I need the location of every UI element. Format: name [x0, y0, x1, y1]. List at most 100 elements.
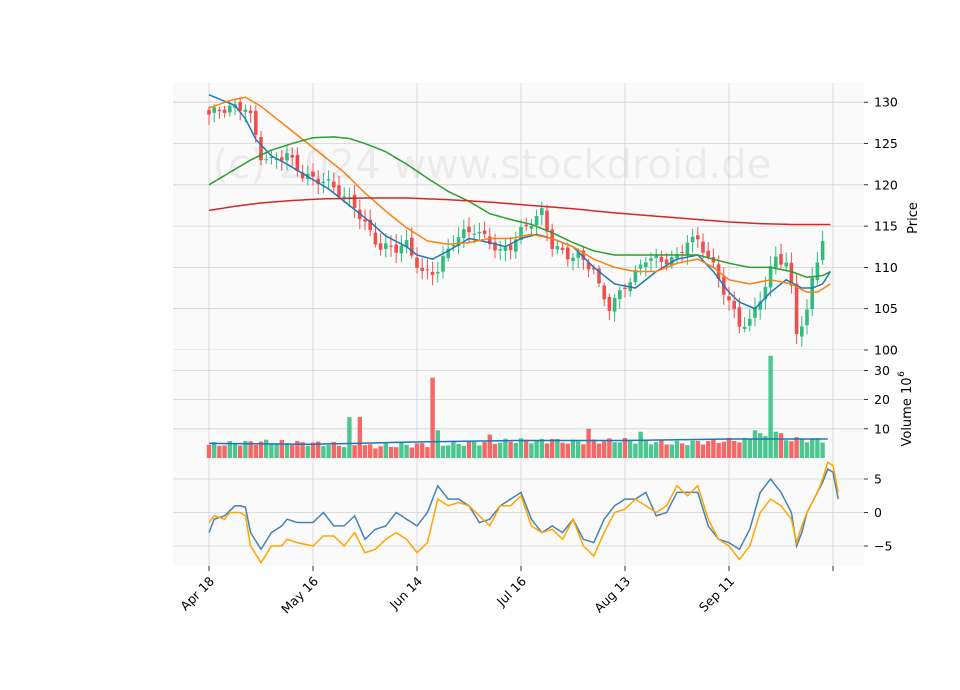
oscillator-line-2: [208, 461, 839, 565]
candle: [482, 230, 487, 235]
volume-bar: [622, 438, 628, 458]
volume-bar: [550, 439, 555, 458]
candle: [529, 225, 534, 229]
moving-average-line-2: [208, 96, 831, 293]
candle: [618, 290, 622, 300]
price-ytick-label: 125: [874, 136, 898, 151]
volume-ytick-label: 10: [874, 421, 890, 436]
volume-bar: [508, 441, 513, 458]
volume-bar: [347, 417, 352, 458]
volume-ytick-label: 20: [874, 392, 890, 407]
candle: [571, 257, 575, 262]
candle: [800, 326, 804, 337]
volume-bar: [539, 438, 544, 458]
volume-bar: [576, 441, 581, 458]
volume-bar: [336, 445, 342, 458]
volume-bar: [503, 438, 508, 458]
volume-bar: [487, 434, 492, 458]
candle: [680, 251, 684, 253]
price-ytick-label: 105: [874, 301, 898, 316]
candle: [488, 236, 492, 245]
volume-bar: [409, 447, 414, 458]
candle: [664, 259, 669, 265]
volume-bar: [784, 440, 789, 458]
candle: [649, 258, 653, 261]
candle: [514, 239, 518, 252]
candle: [300, 172, 305, 179]
candle: [207, 109, 211, 115]
volume-bar: [706, 441, 711, 458]
volume-bar: [362, 445, 368, 458]
volume-bar: [602, 441, 607, 458]
candle: [264, 159, 268, 161]
volume-bar: [763, 436, 768, 458]
volume-bar: [253, 444, 258, 458]
candle: [332, 181, 336, 188]
moving-average-line-4: [208, 197, 831, 226]
volume-bar: [394, 447, 399, 458]
volume-bar: [425, 447, 430, 458]
volume-bar: [581, 444, 586, 458]
candle: [472, 233, 476, 235]
candle: [597, 268, 601, 284]
candle: [508, 244, 513, 251]
candle: [222, 109, 227, 113]
volume-bar: [518, 438, 524, 458]
candle: [436, 272, 440, 274]
candle: [280, 157, 284, 161]
candle: [820, 241, 825, 261]
price-ytick-label: 100: [874, 343, 898, 358]
x-axis: Apr 18 May 16 Jun 14 Jul 16 Aug 13 Sep 11: [177, 566, 834, 616]
volume-bar: [227, 441, 232, 458]
volume-bar: [654, 442, 659, 458]
candle: [690, 236, 695, 243]
price-ytick-label: 120: [874, 177, 898, 192]
oscillator-ytick-label: 0: [874, 505, 882, 520]
volume-bar: [217, 445, 222, 458]
candle: [259, 136, 263, 161]
volume-bar: [279, 439, 284, 458]
candle: [217, 109, 222, 112]
volume-bar: [482, 442, 487, 458]
volume-bar: [804, 442, 810, 458]
volume-bar: [721, 441, 726, 458]
volume-bar: [778, 433, 784, 458]
volume-bar: [212, 442, 217, 458]
volume-bar: [742, 437, 747, 458]
volume-bar: [617, 442, 622, 458]
candle: [477, 231, 482, 234]
volume-bar: [690, 440, 695, 458]
candle: [560, 247, 565, 250]
candle: [524, 224, 528, 227]
candle: [420, 267, 424, 271]
volume-bar: [612, 442, 617, 458]
candle: [654, 254, 658, 259]
candles: [207, 97, 825, 347]
candle: [425, 269, 430, 271]
candle: [363, 219, 367, 222]
oscillator-ytick-label: −5: [874, 539, 892, 554]
volume-bar: [810, 438, 815, 458]
volume-bar: [316, 441, 321, 458]
candle: [633, 270, 638, 282]
price-panel: 100 105 110 115 120 125 130 Price: [173, 83, 921, 358]
candle: [467, 226, 471, 233]
volume-bar: [680, 443, 685, 458]
volume-bar: [274, 443, 279, 458]
volume-bar: [440, 445, 446, 458]
volume-average-line: [208, 438, 828, 446]
x-tick-label: Jun 14: [386, 573, 425, 612]
volume-bar: [378, 446, 383, 458]
candle: [737, 307, 742, 327]
volume-bar: [596, 443, 602, 458]
volume-bar: [586, 428, 591, 458]
volume-bar: [284, 443, 290, 458]
oscillator-ytick-label: 5: [874, 472, 882, 487]
candle: [373, 232, 378, 245]
volume-bar: [752, 430, 758, 458]
candle: [410, 237, 414, 256]
price-ytick-label: 115: [874, 219, 898, 234]
volume-bar: [430, 377, 435, 458]
volume-bar: [290, 445, 295, 458]
candle: [519, 226, 523, 240]
